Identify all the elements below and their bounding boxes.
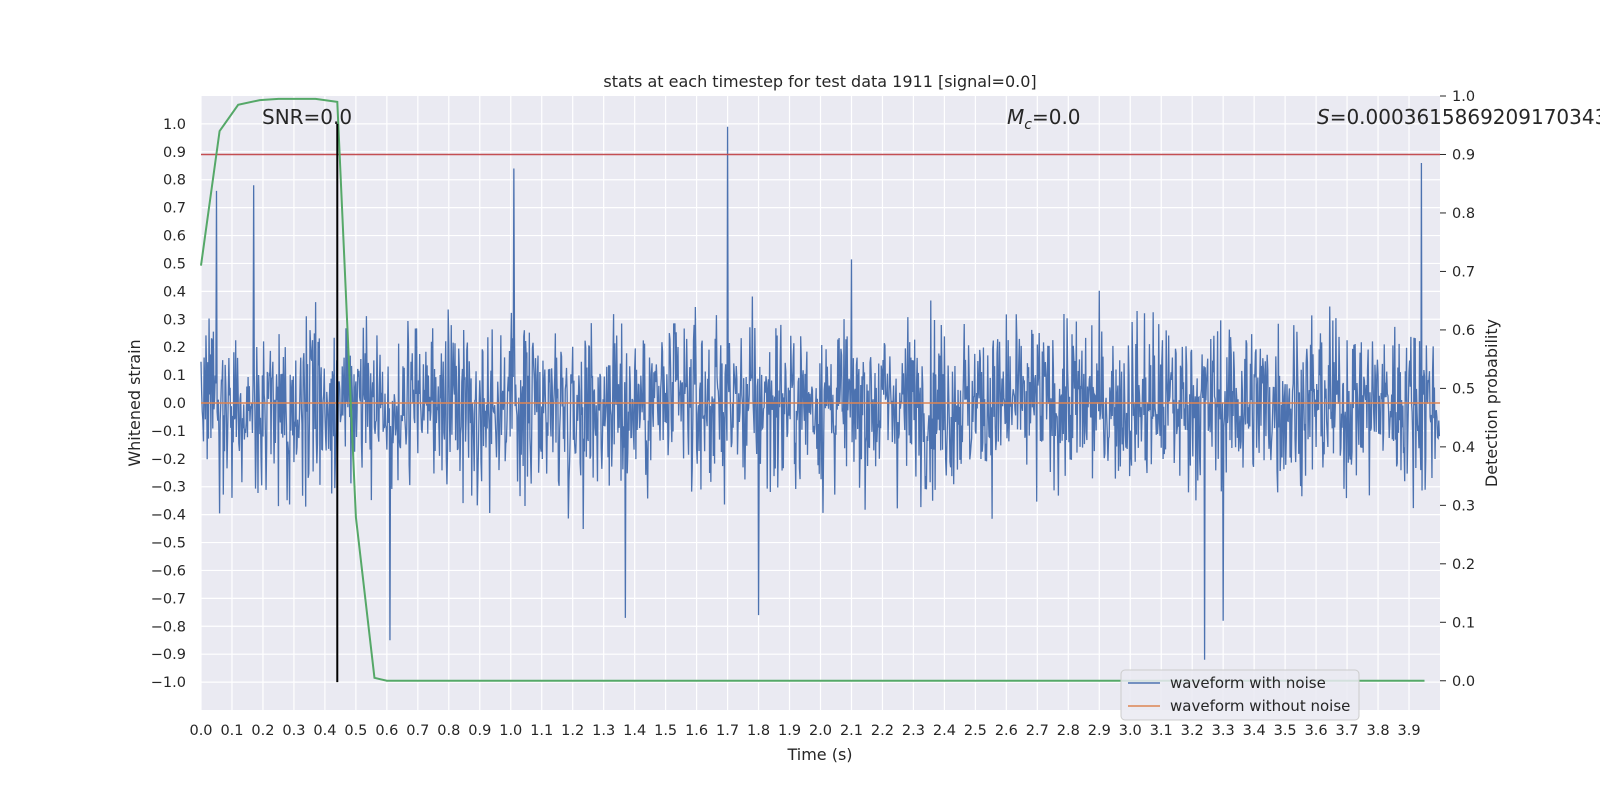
x-tick-label: 1.9 [778, 723, 801, 739]
y-right-tick-label: 0.6 [1452, 323, 1475, 339]
x-tick-label: 2.6 [995, 723, 1018, 739]
y-tick-label: 0.6 [163, 229, 186, 245]
y-tick-label: 1.0 [163, 117, 186, 133]
legend-label-clean: waveform without noise [1170, 697, 1350, 715]
y-tick-label: −0.2 [151, 452, 186, 468]
y-tick-label: 0.7 [163, 201, 186, 217]
y-tick-label: −0.5 [151, 536, 186, 552]
x-tick-label: 2.1 [840, 723, 863, 739]
x-tick-label: 2.0 [809, 723, 832, 739]
x-tick-label: 0.1 [220, 723, 243, 739]
x-tick-label: 1.2 [561, 723, 584, 739]
chirp-mass-annotation: Mc=0.0 [1007, 105, 1081, 133]
s-annotation: S=0.0003615869209170343 [1317, 105, 1600, 129]
noise-line [200, 126, 1441, 660]
x-tick-label: 0.4 [313, 723, 336, 739]
legend: waveform with noise waveform without noi… [1120, 669, 1360, 721]
x-tick-label: 2.8 [1057, 723, 1080, 739]
y-right-tick-label: 0.2 [1452, 557, 1475, 573]
x-tick-label: 1.8 [747, 723, 770, 739]
chirp-mass-subscript: c [1024, 117, 1032, 133]
x-axis-ticks: 0.0 0.1 0.2 0.3 0.4 0.5 0.6 0.7 0.8 0.9 1.0 1.1 1.2 1… [189, 723, 1420, 739]
s-value: =0.0003615869209170343 [1330, 105, 1600, 129]
x-tick-label: 1.3 [592, 723, 615, 739]
y-tick-label: −0.9 [151, 647, 186, 663]
detection-probability-curve [200, 97, 1425, 682]
x-tick-label: 2.9 [1088, 723, 1111, 739]
chirp-mass-symbol: M [1007, 105, 1024, 129]
y-right-tick-label: 0.3 [1452, 498, 1475, 514]
y-tick-label: −0.3 [151, 480, 186, 496]
x-tick-label: 3.1 [1150, 723, 1173, 739]
x-tick-label: 1.6 [685, 723, 708, 739]
x-tick-label: 1.4 [623, 723, 646, 739]
series-waveform-with-noise [200, 126, 1441, 660]
x-tick-label: 0.2 [251, 723, 274, 739]
x-tick-label: 1.1 [530, 723, 553, 739]
x-tick-label: 0.8 [437, 723, 460, 739]
y-tick-label: −0.7 [151, 591, 186, 607]
x-tick-label: 0.0 [189, 723, 212, 739]
y-tick-label: 0.8 [163, 173, 186, 189]
x-axis-label: Time (s) [786, 745, 852, 764]
y-tick-label: 0.2 [163, 340, 186, 356]
y-right-tick-label: 0.0 [1452, 674, 1475, 690]
y-tick-label: −1.0 [151, 675, 186, 691]
x-tick-label: 3.3 [1212, 723, 1235, 739]
x-tick-label: 3.2 [1181, 723, 1204, 739]
y-tick-label: 0.5 [163, 256, 186, 272]
y-right-tick-label: 0.8 [1452, 206, 1475, 222]
y-right-tick-label: 0.1 [1452, 615, 1475, 631]
x-tick-label: 1.7 [716, 723, 739, 739]
snr-annotation: SNR=0.0 [262, 105, 352, 129]
y-right-axis-ticks: 1.0 0.9 0.8 0.7 0.6 0.5 0.4 0.3 0.2 0.1 0.0 [1440, 89, 1475, 690]
y-right-tick-label: 0.9 [1452, 147, 1475, 163]
x-tick-label: 1.0 [499, 723, 522, 739]
y-tick-label: −0.8 [151, 619, 186, 635]
x-tick-label: 2.5 [964, 723, 987, 739]
y-tick-label: 0.4 [163, 284, 186, 300]
y-axis-ticks: 1.0 0.9 0.8 0.7 0.6 0.5 0.4 0.3 0.2 0.1 0.0 −0.1 −0.… [151, 117, 186, 691]
x-tick-label: 3.9 [1397, 723, 1420, 739]
x-tick-label: 3.8 [1367, 723, 1390, 739]
y-right-axis-label: Detection probability [1482, 319, 1501, 487]
y-tick-label: 0.1 [163, 368, 186, 384]
x-tick-label: 0.9 [468, 723, 491, 739]
x-tick-label: 3.4 [1243, 723, 1266, 739]
x-tick-label: 3.5 [1274, 723, 1297, 739]
y-axis-label: Whitened strain [125, 339, 144, 466]
x-tick-label: 1.5 [654, 723, 677, 739]
x-tick-label: 2.2 [871, 723, 894, 739]
chart-title: stats at each timestep for test data 191… [603, 72, 1036, 91]
x-tick-label: 2.7 [1026, 723, 1049, 739]
x-tick-label: 2.3 [902, 723, 925, 739]
x-tick-label: 0.3 [282, 723, 305, 739]
chirp-mass-value: =0.0 [1032, 105, 1081, 129]
y-tick-label: 0.3 [163, 312, 186, 328]
x-tick-label: 0.7 [406, 723, 429, 739]
y-tick-label: −0.4 [151, 508, 186, 524]
y-tick-label: 0.0 [163, 396, 186, 412]
y-right-tick-label: 0.7 [1452, 264, 1475, 280]
y-tick-label: −0.6 [151, 563, 186, 579]
legend-box [1120, 669, 1360, 721]
x-tick-label: 3.0 [1119, 723, 1142, 739]
y-tick-label: −0.1 [151, 424, 186, 440]
x-tick-label: 3.6 [1305, 723, 1328, 739]
probability-line [200, 97, 1425, 682]
x-tick-label: 0.5 [344, 723, 367, 739]
x-tick-label: 3.7 [1336, 723, 1359, 739]
y-right-tick-label: 1.0 [1452, 89, 1475, 105]
s-symbol: S [1317, 105, 1330, 129]
x-tick-label: 2.4 [933, 723, 956, 739]
x-tick-label: 0.6 [375, 723, 398, 739]
y-right-tick-label: 0.4 [1452, 440, 1475, 456]
legend-label-noise: waveform with noise [1170, 674, 1326, 692]
y-right-tick-label: 0.5 [1452, 381, 1475, 397]
y-tick-label: 0.9 [163, 145, 186, 161]
